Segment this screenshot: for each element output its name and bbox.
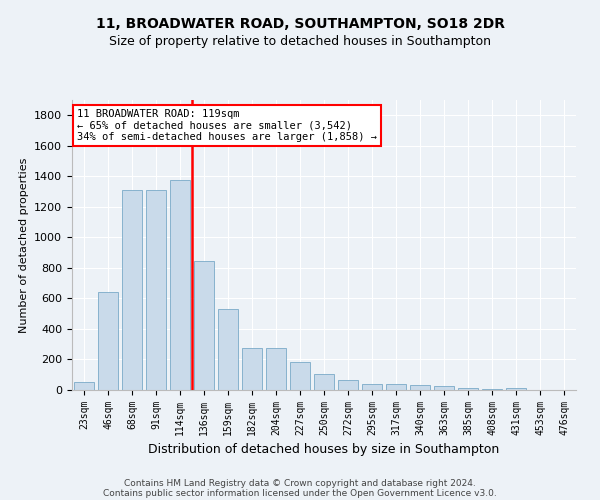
Text: Size of property relative to detached houses in Southampton: Size of property relative to detached ho… (109, 35, 491, 48)
Text: 11, BROADWATER ROAD, SOUTHAMPTON, SO18 2DR: 11, BROADWATER ROAD, SOUTHAMPTON, SO18 2… (95, 18, 505, 32)
Bar (218, 310, 238, 390)
Bar (458, 388, 478, 390)
Bar (98, 292, 118, 390)
Bar (506, 388, 526, 390)
Y-axis label: Number of detached properties: Number of detached properties (19, 158, 29, 332)
Bar (410, 384, 430, 390)
Bar (74, 382, 94, 390)
Bar (290, 362, 310, 390)
Text: Contains HM Land Registry data © Crown copyright and database right 2024.: Contains HM Land Registry data © Crown c… (124, 478, 476, 488)
Bar (122, 190, 142, 390)
Bar (146, 190, 166, 390)
Bar (314, 374, 334, 390)
Text: 11 BROADWATER ROAD: 119sqm
← 65% of detached houses are smaller (3,542)
34% of s: 11 BROADWATER ROAD: 119sqm ← 65% of deta… (77, 108, 377, 142)
X-axis label: Distribution of detached houses by size in Southampton: Distribution of detached houses by size … (148, 444, 500, 456)
Bar (266, 348, 286, 390)
Text: Contains public sector information licensed under the Open Government Licence v3: Contains public sector information licen… (103, 488, 497, 498)
Bar (338, 380, 358, 390)
Bar (170, 180, 190, 390)
Bar (242, 348, 262, 390)
Bar (434, 386, 454, 390)
Bar (194, 260, 214, 390)
Bar (362, 384, 382, 390)
Bar (386, 384, 406, 390)
Bar (482, 389, 502, 390)
